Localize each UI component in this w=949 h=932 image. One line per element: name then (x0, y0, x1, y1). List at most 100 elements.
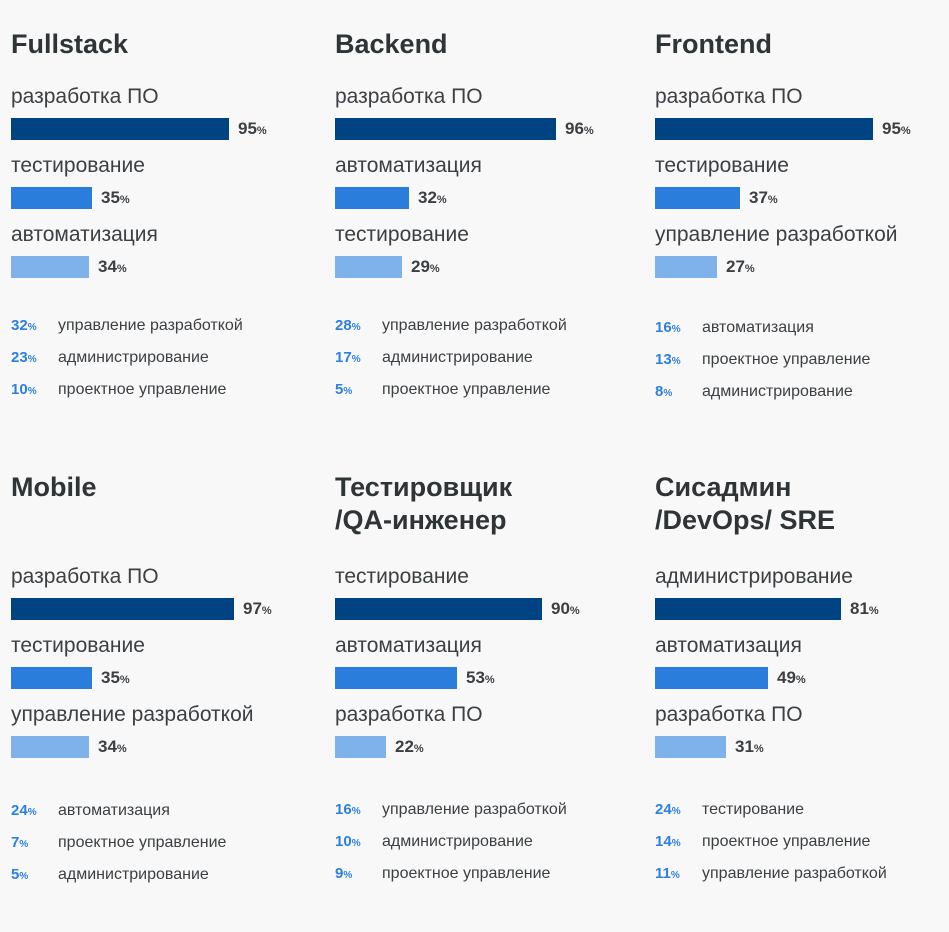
other-value-number: 10 (11, 381, 28, 398)
list-item: 28% управление разработкой (335, 316, 635, 338)
other-value-number: 16 (335, 801, 352, 818)
chart-title: Сисадмин/DevOps/ SRE (655, 471, 835, 537)
bar-label: разработка ПО (655, 85, 803, 108)
other-value-unit: % (671, 356, 681, 367)
other-label: управление разработкой (58, 317, 243, 334)
other-label: управление разработкой (382, 801, 567, 818)
other-value-unit: % (27, 807, 37, 818)
other-value: 5% (11, 865, 28, 887)
list-item: 16% автоматизация (655, 318, 949, 340)
bar-value: 90% (551, 599, 580, 621)
other-label: проектное управление (382, 381, 551, 398)
bar-value-number: 34 (98, 737, 117, 756)
bar-value-unit: % (413, 743, 424, 755)
other-value: 16% (335, 800, 361, 822)
bar-label: разработка ПО (11, 565, 159, 588)
other-value-number: 14 (655, 833, 672, 850)
bar (655, 118, 873, 140)
bar-label: администрирование (655, 565, 853, 588)
bar-value: 34% (98, 737, 127, 759)
other-value-number: 24 (655, 801, 672, 818)
other-label: администрирование (702, 383, 853, 400)
bar-value-unit: % (429, 263, 440, 275)
bar (335, 736, 386, 758)
chart-title-line: Тестировщик (335, 472, 513, 502)
chart-title-line: Fullstack (11, 29, 129, 59)
bar-label: автоматизация (655, 634, 802, 657)
other-value: 10% (11, 380, 37, 402)
bar (335, 256, 402, 278)
other-value: 5% (335, 380, 352, 402)
bar-label: разработка ПО (335, 703, 483, 726)
other-value-number: 17 (335, 349, 352, 366)
other-value-unit: % (343, 386, 353, 397)
bar-value-unit: % (484, 674, 495, 686)
other-label: автоматизация (702, 319, 814, 336)
bar-value: 22% (395, 737, 424, 759)
bar-value-unit: % (753, 743, 764, 755)
bar-value-unit: % (795, 674, 806, 686)
bar-value: 96% (565, 119, 594, 141)
chart-title-line: Сисадмин (655, 472, 792, 502)
other-value-unit: % (27, 322, 37, 333)
other-value-unit: % (19, 871, 29, 882)
bar-item: разработка ПО 97% (11, 565, 311, 625)
bar-item: разработка ПО 95% (11, 85, 311, 145)
bar-label: разработка ПО (335, 85, 483, 108)
bar-value: 97% (243, 599, 272, 621)
bar-item: разработка ПО 22% (335, 703, 635, 763)
bar (11, 187, 92, 209)
other-value-number: 9 (335, 865, 344, 882)
bar (335, 118, 556, 140)
other-value-number: 5 (335, 381, 344, 398)
other-value: 24% (655, 800, 681, 822)
bar-item: тестирование 90% (335, 565, 635, 625)
bar-value-unit: % (583, 125, 594, 137)
bar-value-unit: % (868, 605, 879, 617)
other-value-unit: % (27, 354, 37, 365)
bar-value: 53% (466, 668, 495, 690)
other-label: проектное управление (58, 834, 227, 851)
other-value-number: 11 (655, 865, 671, 882)
bar-label: разработка ПО (655, 703, 803, 726)
bar-label: тестирование (11, 154, 145, 177)
bar-value-unit: % (116, 743, 127, 755)
other-value: 24% (11, 801, 37, 823)
bar-value-number: 35 (101, 668, 120, 687)
bar-value-unit: % (261, 605, 272, 617)
bar-item: автоматизация 49% (655, 634, 949, 694)
chart-title-line: Mobile (11, 472, 97, 502)
other-value: 23% (11, 348, 37, 370)
other-label: тестирование (702, 801, 804, 818)
bar-value-number: 22 (395, 737, 414, 756)
other-label: проектное управление (702, 351, 871, 368)
bar-item: тестирование 29% (335, 223, 635, 283)
list-item: 9% проектное управление (335, 864, 635, 886)
other-label: проектное управление (58, 381, 227, 398)
chart-title-line: /QA-инженер (335, 505, 507, 535)
other-value-unit: % (351, 354, 361, 365)
bar-value-unit: % (900, 125, 911, 137)
bar-value-number: 97 (243, 599, 262, 618)
list-item: 5% проектное управление (335, 380, 635, 402)
chart-title-line: Frontend (655, 29, 772, 59)
bar-value: 81% (850, 599, 879, 621)
bar-value-number: 31 (735, 737, 754, 756)
list-item: 16% управление разработкой (335, 800, 635, 822)
list-item: 13% проектное управление (655, 350, 949, 372)
other-value-number: 24 (11, 802, 28, 819)
bar-value-number: 49 (777, 668, 796, 687)
bar-value-number: 95 (238, 119, 257, 138)
other-label: управление разработкой (382, 317, 567, 334)
other-value-number: 5 (11, 866, 20, 883)
bar (655, 256, 717, 278)
bar-item: управление разработкой 34% (11, 703, 311, 763)
bar-value-number: 35 (101, 188, 120, 207)
other-value: 7% (11, 833, 28, 855)
bar-value: 35% (101, 188, 130, 210)
other-label: автоматизация (58, 802, 170, 819)
bar (335, 598, 542, 620)
other-value: 32% (11, 316, 37, 338)
other-value: 14% (655, 832, 681, 854)
bar-value-number: 32 (418, 188, 437, 207)
